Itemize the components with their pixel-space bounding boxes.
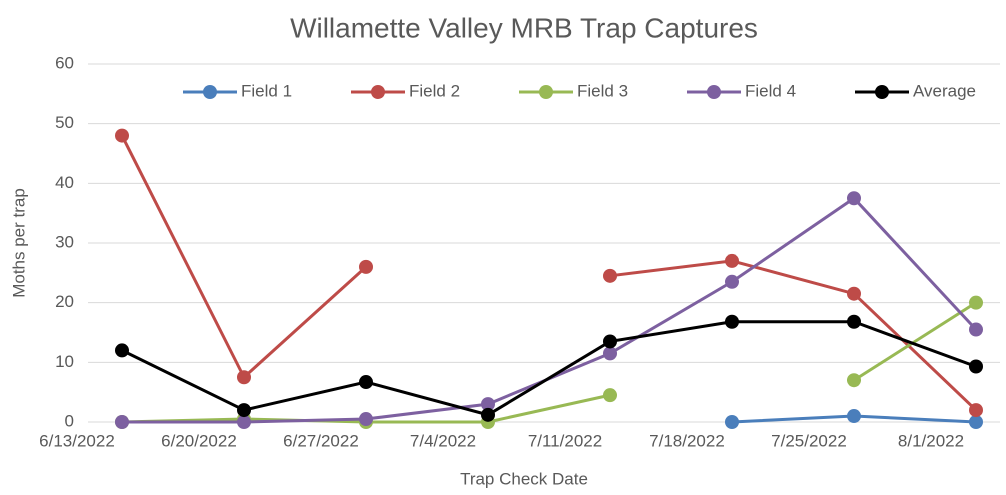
data-point	[481, 407, 495, 422]
y-axis-label: Moths per trap	[9, 188, 28, 298]
x-tick-label: 7/11/2022	[528, 431, 602, 450]
legend-label: Field 4	[745, 81, 796, 100]
legend-marker	[875, 85, 889, 99]
series-line	[121, 320, 977, 417]
data-point	[847, 191, 861, 206]
y-tick-label: 50	[55, 113, 74, 132]
data-point	[969, 415, 983, 429]
x-tick-label: 7/4/2022	[410, 431, 476, 450]
legend-label: Field 3	[577, 81, 628, 100]
series-line	[120, 134, 978, 412]
x-tick-label: 6/20/2022	[161, 431, 237, 450]
data-point	[359, 259, 373, 274]
series-line	[122, 196, 978, 424]
x-axis-label: Trap Check Date	[460, 469, 588, 488]
legend-label: Average	[913, 81, 976, 100]
y-tick-label: 20	[55, 292, 74, 311]
data-point	[725, 415, 739, 429]
x-tick-label: 6/27/2022	[283, 431, 359, 450]
data-point	[115, 343, 129, 358]
legend-marker	[707, 85, 721, 99]
y-tick-label: 0	[65, 411, 74, 430]
data-point	[359, 375, 373, 390]
data-point	[847, 286, 861, 301]
x-tick-label: 8/1/2022	[898, 431, 964, 450]
y-tick-label: 40	[55, 173, 74, 192]
y-tick-label: 30	[55, 232, 74, 251]
data-point	[847, 314, 861, 329]
legend-marker	[203, 85, 217, 99]
data-point	[725, 314, 739, 329]
y-tick-label: 10	[55, 352, 74, 371]
y-tick-label: 60	[55, 53, 74, 72]
data-point	[237, 415, 251, 429]
data-point	[969, 322, 983, 337]
data-point	[969, 295, 983, 310]
data-point	[115, 415, 129, 429]
legend-marker	[371, 85, 385, 99]
data-point	[237, 370, 251, 385]
data-point	[603, 268, 617, 283]
legend-label: Field 2	[409, 81, 460, 100]
data-point	[847, 373, 861, 388]
data-point	[969, 403, 983, 418]
data-point	[725, 274, 739, 289]
legend-marker	[539, 85, 553, 99]
x-tick-label: 7/18/2022	[649, 431, 725, 450]
legend-label: Field 1	[241, 81, 292, 100]
data-point	[847, 409, 861, 424]
data-point	[603, 388, 617, 403]
data-point	[725, 253, 739, 268]
data-point	[359, 412, 373, 427]
data-point	[603, 346, 617, 361]
data-point	[481, 397, 495, 412]
data-point	[115, 128, 129, 143]
chart-title: Willamette Valley MRB Trap Captures	[290, 12, 758, 43]
data-point	[237, 403, 251, 418]
x-tick-label: 6/13/2022	[39, 431, 115, 450]
data-point	[969, 359, 983, 374]
x-tick-label: 7/25/2022	[771, 431, 847, 450]
data-point	[603, 334, 617, 349]
